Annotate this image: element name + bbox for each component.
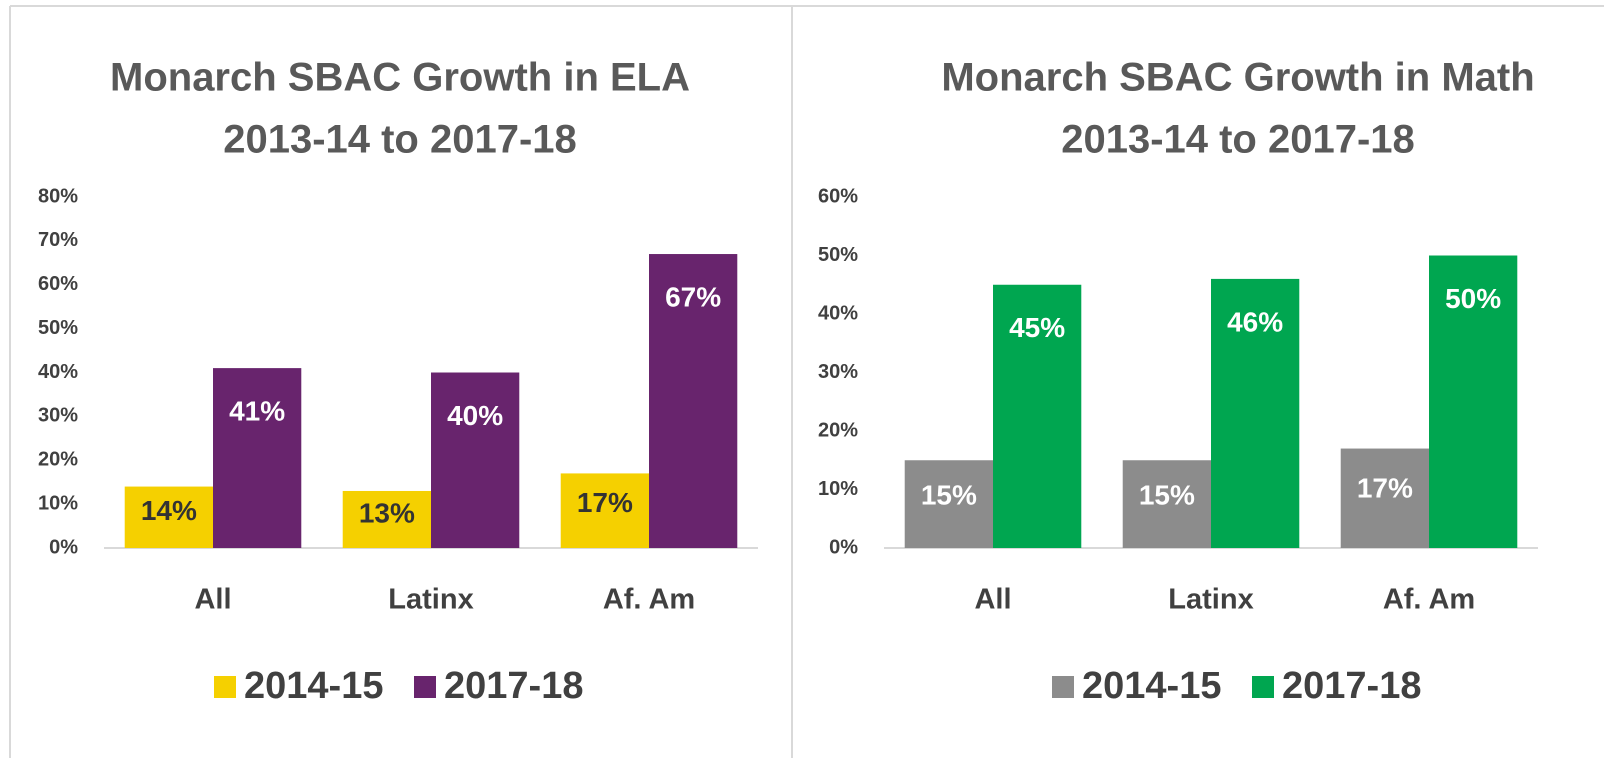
bar [124,486,213,548]
data-label: 15% [921,479,977,510]
legend-label: 2017-18 [444,665,583,707]
y-tick-label: 10% [818,478,858,500]
x-tick-label: Af. Am [603,584,695,616]
x-tick-label: Af. Am [1383,584,1475,616]
chart-subtitle: 2013-14 to 2017-18 [223,118,577,162]
bar [342,490,431,548]
y-tick-label: 60% [818,185,858,207]
y-tick-label: 20% [38,449,78,471]
y-tick-label: 0% [829,536,858,558]
bar [904,460,993,548]
data-label: 50% [1445,283,1501,314]
x-tick-label: Latinx [1168,584,1253,616]
y-tick-label: 80% [38,185,78,207]
data-label: 14% [141,495,197,526]
data-label: 67% [665,281,721,312]
x-tick-label: All [194,584,231,616]
bar [649,254,738,548]
legend-swatch [1252,676,1274,698]
y-tick-label: 70% [38,229,78,251]
legend-swatch [414,676,436,698]
chart-title: Monarch SBAC Growth in Math [941,56,1534,100]
chart-title: Monarch SBAC Growth in ELA [110,56,690,100]
data-label: 17% [1357,473,1413,504]
y-tick-label: 40% [38,361,78,383]
y-tick-label: 60% [38,273,78,295]
bar [560,473,649,548]
bar [1429,255,1518,548]
y-tick-label: 50% [818,244,858,266]
data-label: 15% [1139,479,1195,510]
bar [1211,278,1300,548]
data-label: 46% [1227,306,1283,337]
bar [431,372,520,548]
legend-swatch [1052,676,1074,698]
data-label: 45% [1009,312,1065,343]
chart-subtitle: 2013-14 to 2017-18 [1061,118,1415,162]
x-tick-label: Latinx [388,584,473,616]
y-tick-label: 30% [818,361,858,383]
x-tick-label: All [974,584,1011,616]
legend-swatch [214,676,236,698]
bar [993,284,1082,548]
legend-label: 2014-15 [1082,665,1221,707]
data-label: 40% [447,400,503,431]
bar [213,368,302,548]
y-tick-label: 20% [818,419,858,441]
bar [1340,448,1429,548]
data-label: 41% [229,396,285,427]
y-tick-label: 30% [38,405,78,427]
y-tick-label: 0% [49,536,78,558]
data-label: 13% [359,497,415,528]
legend-label: 2017-18 [1282,665,1421,707]
y-tick-label: 10% [38,492,78,514]
data-label: 17% [577,487,633,518]
y-tick-label: 40% [818,302,858,324]
y-tick-label: 50% [38,317,78,339]
legend-label: 2014-15 [244,665,383,707]
bar [1122,460,1211,548]
